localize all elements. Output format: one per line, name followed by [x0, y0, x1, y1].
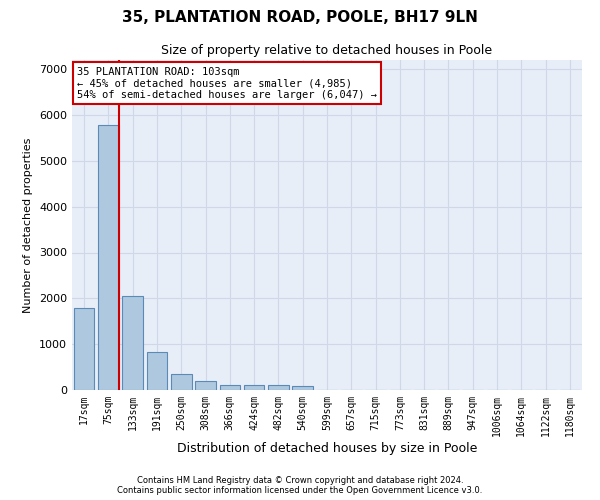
Text: 35 PLANTATION ROAD: 103sqm
← 45% of detached houses are smaller (4,985)
54% of s: 35 PLANTATION ROAD: 103sqm ← 45% of deta…	[77, 66, 377, 100]
Bar	[122, 296, 143, 390]
Bar	[268, 386, 289, 390]
Bar	[146, 352, 167, 390]
Bar	[220, 384, 240, 390]
Bar	[74, 308, 94, 390]
Bar	[195, 382, 216, 390]
Y-axis label: Number of detached properties: Number of detached properties	[23, 138, 34, 312]
Title: Size of property relative to detached houses in Poole: Size of property relative to detached ho…	[161, 44, 493, 58]
X-axis label: Distribution of detached houses by size in Poole: Distribution of detached houses by size …	[177, 442, 477, 454]
Bar	[292, 386, 313, 390]
Bar	[244, 385, 265, 390]
Text: Contains HM Land Registry data © Crown copyright and database right 2024.
Contai: Contains HM Land Registry data © Crown c…	[118, 476, 482, 495]
Bar	[171, 374, 191, 390]
Bar	[98, 125, 119, 390]
Text: 35, PLANTATION ROAD, POOLE, BH17 9LN: 35, PLANTATION ROAD, POOLE, BH17 9LN	[122, 10, 478, 25]
